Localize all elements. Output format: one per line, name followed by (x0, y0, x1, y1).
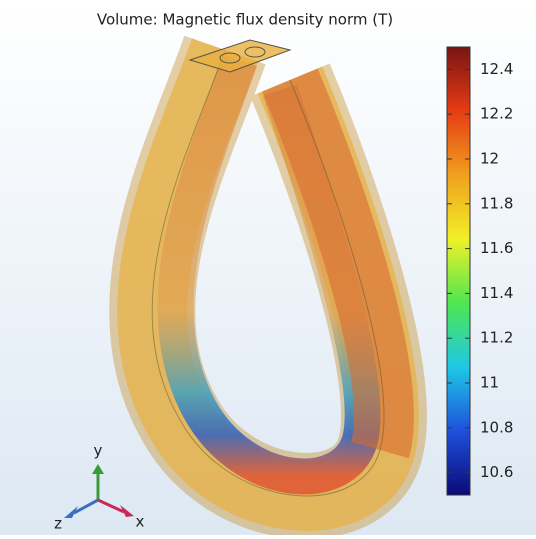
coil (109, 35, 427, 539)
axis-triad: y x z (54, 442, 144, 533)
colorbar-tick-label: 11.2 (480, 329, 513, 347)
colorbar-tick-label: 11.6 (480, 239, 513, 257)
triad-z: z (54, 515, 62, 533)
plot-title: Volume: Magnetic flux density norm (T) (97, 11, 393, 29)
colorbar-tick-label: 11 (480, 374, 499, 392)
colorbar-tick-label: 10.8 (480, 418, 513, 436)
colorbar-tick-label: 11.4 (480, 284, 513, 302)
triad-y: y (94, 442, 103, 460)
colorbar-tick-label: 12.2 (480, 105, 513, 123)
colorbar-tick-label: 10.6 (480, 463, 513, 481)
colorbar-tick-label: 12.4 (480, 60, 513, 78)
colorbar-tick-label: 12 (480, 150, 499, 168)
triad-x: x (136, 513, 145, 531)
colorbar-tick-label: 11.8 (480, 194, 513, 212)
colorbar (446, 46, 471, 496)
